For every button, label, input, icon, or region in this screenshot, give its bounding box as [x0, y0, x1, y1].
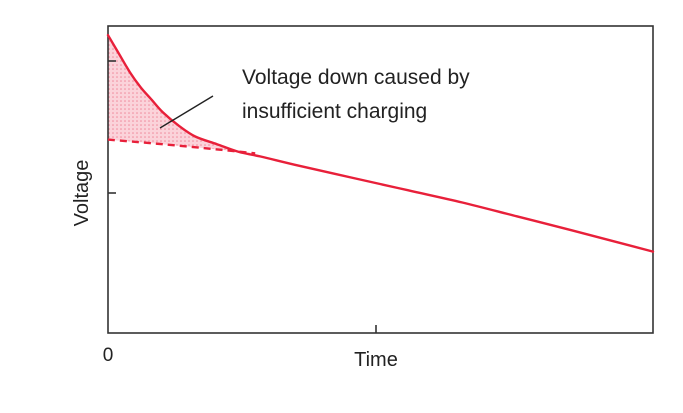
x-axis-label: Time [354, 349, 398, 371]
annotation-text-line2: insufficient charging [242, 100, 427, 123]
plot-frame [107, 25, 654, 334]
expected-voltage-dashed-line [107, 138, 256, 155]
annotation-text-line1: Voltage down caused by [242, 66, 470, 89]
annotation-leader-line [159, 95, 214, 129]
y-axis-label: Voltage [71, 160, 93, 227]
x-tick-label-0: 0 [103, 345, 114, 366]
shaded-voltage-drop-area [108, 35, 256, 156]
voltage-series-line [106, 34, 655, 253]
